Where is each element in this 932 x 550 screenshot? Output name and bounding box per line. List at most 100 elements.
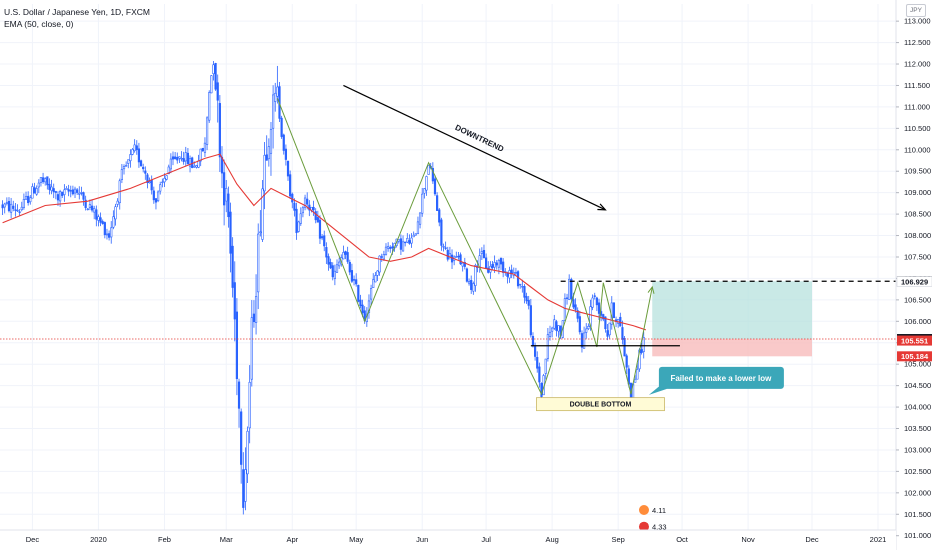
price-tick-label: 106.500 [904,295,931,304]
time-axis: Dec 2020 Feb Mar Apr May Jun Jul Aug Sep Oct Nov Dec… [0,529,896,550]
candle-body [182,158,185,162]
candle-body [414,233,417,236]
candle-body [418,212,422,225]
price-axis: 101.000 101.500 102.000 102.500 103.000 103.5… [895,0,932,550]
candle-body [90,205,94,211]
candle-body [20,206,23,211]
candle-body [533,346,537,357]
event-badge-icon [638,521,649,532]
candle-body [293,202,296,211]
candle-body [540,382,543,398]
candle-body [329,262,332,269]
candle-body [218,103,221,158]
candle-body [335,264,339,273]
candle-body [357,284,360,302]
candle-body [397,239,400,242]
candle-body [48,183,51,190]
candle-body [323,235,326,247]
pattern-zigzag [276,98,653,396]
candle-body [474,264,477,286]
candle-body [178,156,181,159]
candle-body [593,295,596,297]
time-tick-label: Apr [286,535,298,544]
price-tick-label: 112.000 [904,60,931,69]
candle-body [442,245,445,248]
candle-body [463,262,466,267]
candle-body [5,202,8,204]
candle-body [214,63,217,90]
price-tick-label: 104.000 [904,403,931,412]
candle-body [37,182,40,188]
candle-body [97,216,100,221]
candle-body [606,330,609,337]
currency-badge[interactable]: JPY [906,4,926,17]
price-tick-label: 109.000 [904,188,931,197]
price-axis-bg [896,0,932,550]
candle-body [568,278,571,300]
downtrend-arrow-line [343,84,606,211]
time-tick-label: Feb [158,535,171,544]
candle-body [235,311,239,379]
candle-body [80,192,83,194]
candle-body [267,146,270,160]
candle-body [78,192,81,195]
candle-body [148,181,151,184]
time-tick-label: Jun [416,535,428,544]
candle-body [59,191,62,202]
candle-body [276,86,279,97]
price-tag-label: 105.184 [901,352,929,361]
candle-body [361,304,364,314]
candle-body [327,256,330,265]
candle-body [359,299,362,307]
candle-body [156,191,160,202]
candle-body [240,411,243,465]
candle-body [110,227,113,238]
candle-body [142,166,145,170]
price-tick-label: 102.000 [904,488,931,497]
candle-body [120,169,123,181]
candle-body [369,288,373,300]
candle-body [1,204,4,209]
downtrend-label: DOWNTREND [454,123,506,154]
candle-body [506,272,509,277]
candle-body [342,252,345,260]
candle-body [338,261,341,267]
candle-body [274,92,277,102]
candle-body [459,254,462,265]
candle-body [557,325,560,332]
candle-body [188,158,192,167]
candle-body [254,296,258,323]
candle-body [427,165,430,175]
event-badge-label: 4.11 [652,506,666,515]
candle-body [122,166,126,170]
time-tick-label: Nov [741,535,755,544]
candle-body [131,149,134,155]
time-tick-label: Oct [676,535,689,544]
candle-body [86,208,89,210]
candle-body [482,250,486,259]
candle-body [167,166,170,175]
candle-body [576,310,579,319]
candle-body [499,257,503,265]
candle-body [184,152,187,162]
price-tick-label: 106.000 [904,317,931,326]
candle-body [225,188,228,202]
candle-body [565,297,569,299]
candle-body [382,254,385,260]
candle-body [555,321,558,331]
candle-body [410,237,413,244]
candle-body [116,200,119,205]
candle-body [114,206,117,220]
candle-body [231,245,234,288]
candle-body [201,147,204,152]
candle-body [76,189,79,193]
candle-body [387,246,390,249]
candle-body [229,211,232,254]
price-tick-label: 113.000 [904,17,931,26]
candle-body [597,302,601,314]
candle-body [508,270,511,279]
candle-body [105,233,109,236]
candle-body [404,241,407,244]
time-tick-label: Dec [805,535,819,544]
